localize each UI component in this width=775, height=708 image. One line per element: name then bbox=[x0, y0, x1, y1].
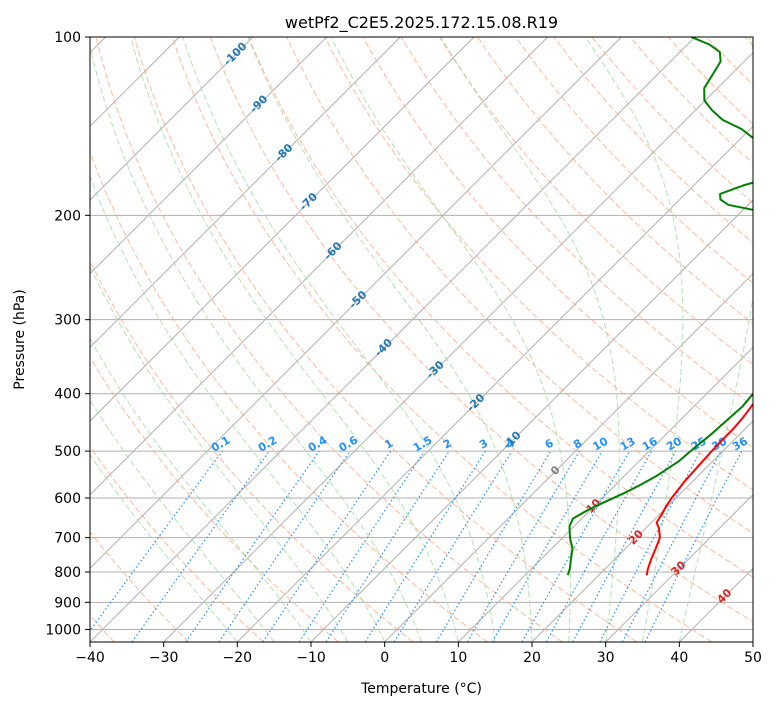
dry-adiabat bbox=[286, 37, 753, 534]
mixing-ratio-line bbox=[545, 450, 653, 642]
isotherm-line bbox=[236, 125, 753, 642]
chart-title: wetPf2_C2E5.2025.172.15.08.R19 bbox=[285, 13, 558, 33]
y-tick-label: 200 bbox=[54, 208, 81, 224]
dry-adiabat bbox=[629, 37, 753, 165]
mixing-ratio-line bbox=[491, 450, 603, 642]
dewpoint-profile bbox=[566, 37, 753, 576]
moist-adiabat bbox=[585, 37, 684, 642]
isotherm-line bbox=[90, 37, 475, 422]
x-tick-label: 0 bbox=[380, 650, 389, 666]
dry-adiabat bbox=[324, 37, 753, 491]
mixing-ratio-line bbox=[466, 450, 580, 642]
y-tick-label: 500 bbox=[54, 444, 81, 460]
x-axis-label: Temperature (°C) bbox=[360, 681, 482, 697]
dry-adiabat bbox=[362, 37, 753, 449]
dry-adiabat bbox=[248, 37, 753, 578]
mixing-ratio-line bbox=[90, 450, 223, 632]
isotherm-line bbox=[90, 37, 696, 642]
y-tick-label: 600 bbox=[54, 491, 81, 507]
y-tick-label: 400 bbox=[54, 387, 81, 403]
x-tick-label: −30 bbox=[149, 650, 179, 666]
mixing-ratio-line bbox=[435, 450, 552, 642]
isotherm-line bbox=[605, 493, 753, 642]
y-tick-label: 700 bbox=[54, 531, 81, 547]
dry-adiabat bbox=[90, 531, 190, 642]
dry-adiabat bbox=[90, 150, 488, 642]
plot-background bbox=[90, 37, 753, 642]
y-tick-label: 100 bbox=[54, 30, 81, 46]
mixing-ratio-line bbox=[131, 450, 270, 642]
isotherm-line bbox=[90, 37, 549, 496]
dry-adiabat bbox=[95, 37, 563, 642]
y-tick-label: 300 bbox=[54, 313, 81, 329]
moist-adiabat bbox=[440, 37, 620, 642]
moist-adiabat bbox=[90, 175, 386, 642]
moist-adiabat bbox=[90, 44, 422, 642]
mixing-ratio-line bbox=[393, 450, 513, 642]
x-tick-label: 20 bbox=[523, 650, 541, 666]
axes: −40 −30 −20 −10 0 10 20 30 40 50 100 200 300 400 500 60… bbox=[45, 30, 762, 666]
mixing-ratio-line bbox=[572, 450, 677, 642]
y-tick-label: 800 bbox=[54, 565, 81, 581]
y-tick-label: 1000 bbox=[45, 622, 81, 638]
dry-adiabat bbox=[515, 37, 753, 284]
plot-frame bbox=[89, 36, 754, 643]
x-tick-label: 40 bbox=[670, 650, 688, 666]
moist-adiabat bbox=[678, 37, 753, 642]
x-tick-label: −20 bbox=[223, 650, 253, 666]
mixing-ratio-line bbox=[218, 450, 351, 642]
isotherm-line bbox=[90, 37, 622, 570]
mixing-ratio-line bbox=[185, 450, 320, 642]
isotherm-line bbox=[90, 37, 328, 275]
dry-adiabat bbox=[90, 356, 339, 642]
moist-adiabat bbox=[90, 265, 349, 642]
isotherm-line bbox=[163, 51, 753, 642]
dry-adiabat bbox=[133, 37, 638, 642]
x-tick-label: 10 bbox=[449, 650, 467, 666]
moist-adiabat bbox=[130, 37, 459, 642]
isotherm-line bbox=[90, 37, 254, 201]
y-tick-label: 900 bbox=[54, 595, 81, 611]
moist-adiabat bbox=[90, 399, 275, 642]
x-tick-label: −40 bbox=[75, 650, 105, 666]
mixing-ratio-line bbox=[521, 450, 631, 642]
mixing-ratio-line bbox=[325, 450, 450, 642]
dry-adiabat bbox=[400, 37, 753, 407]
y-axis-label: Pressure (hPa) bbox=[12, 289, 28, 389]
mixing-ratio-line bbox=[364, 450, 486, 642]
dry-adiabat bbox=[210, 37, 753, 623]
moist-adiabat bbox=[90, 453, 238, 642]
dry-adiabat bbox=[477, 37, 753, 325]
isotherm-line bbox=[531, 420, 753, 642]
x-tick-label: −10 bbox=[296, 650, 326, 666]
isotherm-line bbox=[384, 272, 753, 642]
dry-adiabat bbox=[438, 37, 753, 366]
dry-adiabat bbox=[90, 259, 414, 642]
moist-adiabat bbox=[182, 37, 496, 642]
x-tick-label: 50 bbox=[744, 650, 762, 666]
x-tick-label: 30 bbox=[597, 650, 615, 666]
dry-adiabat bbox=[591, 37, 753, 204]
moist-adiabat bbox=[247, 37, 533, 642]
isotherm-line bbox=[457, 346, 753, 642]
temperature-profile bbox=[645, 402, 753, 576]
dry-adiabat bbox=[553, 37, 753, 244]
isotherm-line bbox=[90, 37, 401, 349]
isotherm-line bbox=[752, 641, 753, 642]
